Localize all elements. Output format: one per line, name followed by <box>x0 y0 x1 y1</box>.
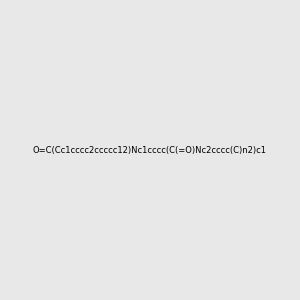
Text: O=C(Cc1cccc2ccccc12)Nc1cccc(C(=O)Nc2cccc(C)n2)c1: O=C(Cc1cccc2ccccc12)Nc1cccc(C(=O)Nc2cccc… <box>33 146 267 154</box>
